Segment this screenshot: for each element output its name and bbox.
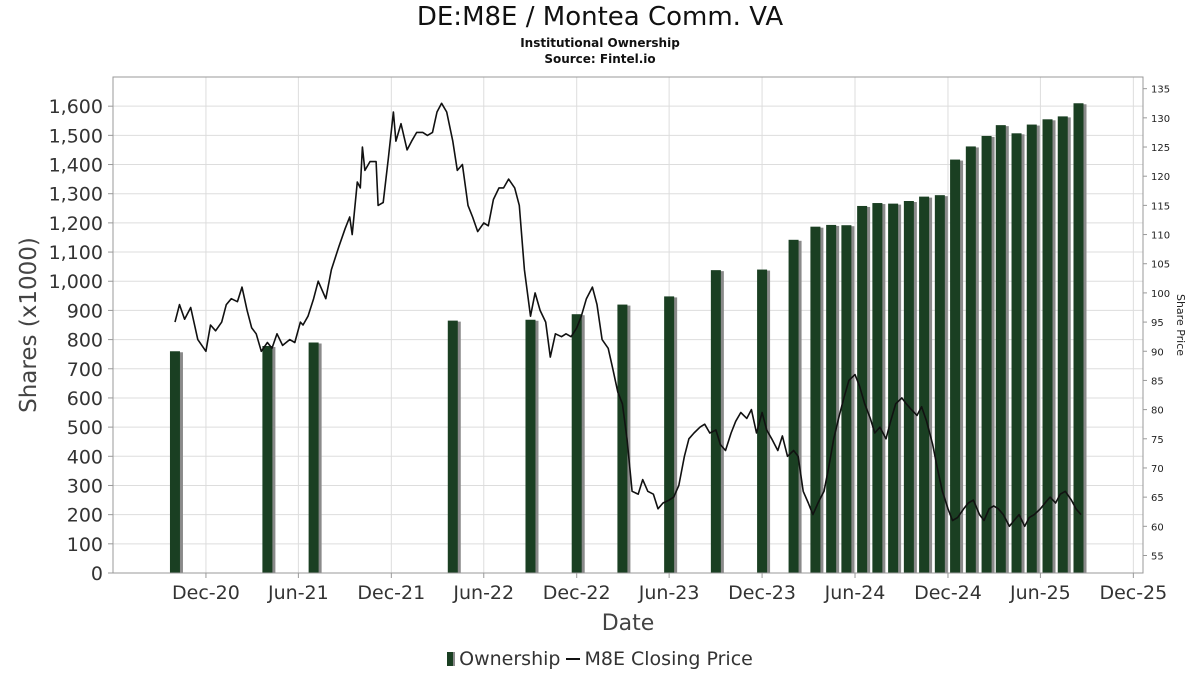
y-axis-label: Shares (x1000) (16, 237, 42, 413)
legend-price-label: M8E Closing Price (584, 648, 753, 670)
ownership-bar (1057, 116, 1068, 573)
legend-ownership-label: Ownership (459, 648, 561, 670)
ownership-bar (872, 203, 883, 573)
y2-tick-label: 105 (1151, 260, 1170, 271)
ownership-bar (857, 205, 868, 573)
ownership-swatch (447, 652, 456, 666)
ownership-bars (169, 103, 1087, 574)
ownership-bar (950, 159, 961, 574)
price-line-path (174, 102, 1082, 528)
y-tick-label: 200 (67, 505, 103, 527)
ownership-bar (757, 269, 768, 573)
x-tick-label: Jun-24 (824, 582, 886, 604)
ownership-bar (903, 201, 914, 573)
x-tick-label: Dec-21 (357, 582, 425, 604)
y2-tick-label: 85 (1151, 376, 1164, 387)
ownership-bar (571, 314, 582, 573)
ownership-bar (1073, 103, 1084, 574)
ownership-bar (810, 226, 821, 573)
y-tick-label: 300 (67, 475, 103, 497)
y2-tick-label: 70 (1151, 464, 1164, 475)
y-tick-label: 1,200 (49, 213, 103, 235)
ownership-bar (525, 319, 536, 573)
legend: Ownership M8E Closing Price (0, 648, 1200, 670)
x-tick-label: Jun-23 (638, 582, 700, 604)
ownership-bar (995, 125, 1006, 573)
ownership-bar (826, 224, 837, 573)
y2-tick-label: 65 (1151, 493, 1164, 504)
ownership-bar (841, 225, 852, 573)
ownership-bar (262, 346, 273, 573)
y2-tick-label: 75 (1151, 435, 1164, 446)
ownership-bar (1011, 133, 1022, 573)
y-tick-label: 1,100 (49, 242, 103, 264)
y2-tick-label: 60 (1151, 522, 1164, 533)
ownership-chart: 0 100 200 300 400 500 600 700 800 900 1,000 1,100 1,… (16, 76, 1187, 636)
price-line (174, 102, 1082, 528)
y2-tick-label: 125 (1151, 143, 1170, 154)
price-swatch (566, 658, 581, 660)
ownership-bar (447, 320, 458, 573)
ownership-bar (965, 146, 976, 573)
ownership-bar (788, 239, 799, 574)
ownership-bar (617, 304, 628, 573)
ownership-bar (981, 135, 992, 574)
y2-tick-label: 95 (1151, 318, 1164, 329)
y2-tick-label: 135 (1151, 85, 1170, 96)
chart-source: Source: Fintel.io (544, 52, 656, 66)
y-tick-label: 0 (91, 563, 103, 585)
y2-tick-label: 55 (1151, 551, 1164, 562)
y-tick-label: 100 (67, 534, 103, 556)
ownership-bar (308, 342, 319, 573)
y-tick-label: 500 (67, 417, 103, 439)
ownership-bar (169, 351, 180, 573)
ownership-bar (1026, 124, 1037, 573)
y2-tick-label: 100 (1151, 289, 1170, 300)
x-tick-label: Dec-23 (728, 582, 796, 604)
chart-subtitle: Institutional Ownership (520, 36, 680, 50)
ownership-bar (1042, 119, 1053, 574)
y2-tick-label: 110 (1151, 231, 1170, 242)
y-tick-label: 1,000 (49, 271, 103, 293)
plot-frame (112, 76, 1144, 574)
x-tick-label: Dec-24 (914, 582, 982, 604)
y2-axis-label: Share Price (1174, 294, 1187, 356)
x-tick-label: Dec-25 (1099, 582, 1167, 604)
y-tick-label: 800 (67, 330, 103, 352)
y-tick-label: 400 (67, 446, 103, 468)
chart-title: DE:M8E / Montea Comm. VA (416, 2, 784, 32)
x-tick-label: Dec-20 (172, 582, 240, 604)
x-tick-label: Dec-22 (543, 582, 611, 604)
ownership-bar (888, 203, 899, 573)
y2-tick-label: 130 (1151, 114, 1170, 125)
ownership-bar (710, 270, 721, 573)
x-tick-label: Jun-22 (452, 582, 514, 604)
x-tick-label: Jun-25 (1009, 582, 1071, 604)
y-tick-label: 1,500 (49, 125, 103, 147)
y-tick-label: 600 (67, 388, 103, 410)
y-tick-label: 1,300 (49, 184, 103, 206)
y2-tick-label: 90 (1151, 347, 1164, 358)
y-tick-label: 1,600 (49, 96, 103, 118)
y-tick-label: 700 (67, 359, 103, 381)
y-tick-label: 1,400 (49, 155, 103, 177)
ownership-bar (919, 196, 930, 573)
x-axis-label: Date (602, 611, 655, 636)
y2-tick-label: 80 (1151, 406, 1164, 417)
ownership-bar (664, 296, 675, 573)
y2-tick-label: 120 (1151, 172, 1170, 183)
y2-tick-label: 115 (1151, 201, 1170, 212)
axes: 0 100 200 300 400 500 600 700 800 900 1,000 1,100 1,… (49, 85, 1171, 604)
x-tick-label: Jun-21 (267, 582, 329, 604)
y-tick-label: 900 (67, 300, 103, 322)
ownership-bar (934, 195, 945, 573)
